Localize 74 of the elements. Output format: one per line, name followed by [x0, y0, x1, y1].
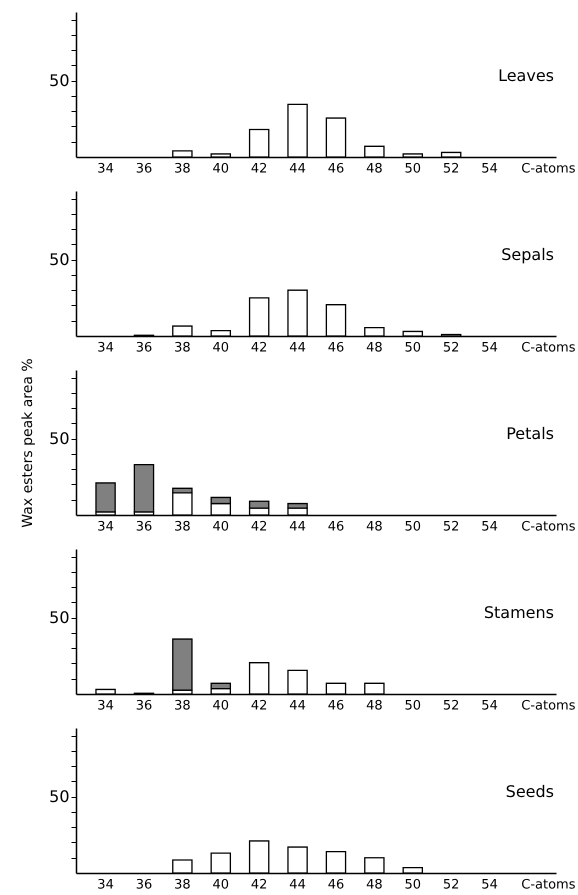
x-tick-label: 50 [404, 698, 422, 714]
text: Seeds [506, 782, 554, 801]
x-tick-label: 40 [212, 162, 230, 176]
x-tick-label: 44 [289, 340, 306, 356]
x-tick-label: 54 [481, 340, 498, 356]
x-tick-label: 44 [289, 520, 306, 534]
x-tick-label: 40 [212, 698, 230, 714]
x-tick-label: 52 [442, 162, 460, 176]
x-tick-label: 48 [366, 698, 383, 714]
x-tick-label: 54 [481, 520, 498, 534]
x-tick-label: 50 [404, 162, 422, 176]
x-tick-label: 40 [212, 520, 230, 534]
x-tick-label: 34 [97, 878, 114, 892]
bar [134, 464, 154, 513]
x-tick-label: 38 [174, 698, 191, 714]
x-tick-label: 38 [174, 162, 191, 176]
x-tick-label: 46 [328, 878, 344, 892]
x-tick-label: 44 [289, 878, 306, 892]
x-tick-label: 38 [174, 520, 191, 534]
y-tick-label: 50 [49, 787, 70, 806]
x-tick-label: 48 [366, 162, 383, 176]
x-tick-label: 50 [404, 340, 422, 356]
x-tick-label: 52 [442, 878, 460, 892]
x-tick-label: 46 [328, 162, 344, 176]
x-tick-label: 36 [136, 162, 152, 176]
x-tick-label: 48 [366, 878, 383, 892]
x-tick-label: 54 [481, 162, 498, 176]
x-tick-label: 42 [250, 162, 268, 176]
x-tick-label: 34 [97, 520, 114, 534]
x-tick-label: 42 [250, 698, 268, 714]
text: Sepals [501, 244, 554, 264]
x-tick-label: 34 [97, 162, 114, 176]
y-axis-title: Wax esters peak area % [20, 358, 36, 528]
x-axis-title: C-atoms [521, 878, 576, 892]
x-tick-label: 36 [136, 698, 152, 714]
x-tick-label: 54 [481, 698, 498, 714]
x-axis-title: C-atoms [521, 520, 576, 534]
x-tick-label: 44 [289, 162, 306, 176]
y-tick-label: 50 [49, 608, 70, 628]
x-axis-title: C-atoms [521, 340, 576, 356]
text: Leaves [498, 66, 554, 85]
x-tick-label: 46 [328, 340, 344, 356]
x-tick-label: 48 [366, 340, 383, 356]
x-tick-label: 36 [136, 340, 152, 356]
x-tick-label: 34 [97, 340, 114, 356]
x-axis-title: C-atoms [521, 162, 576, 176]
x-tick-label: 52 [442, 698, 460, 714]
x-tick-label: 42 [250, 340, 268, 356]
bar [172, 638, 193, 691]
x-tick-label: 48 [366, 520, 383, 534]
x-tick-label: 46 [328, 520, 344, 534]
x-tick-label: 38 [174, 878, 191, 892]
x-tick-label: 40 [212, 340, 230, 356]
x-tick-label: 42 [250, 878, 268, 892]
y-tick-label: 50 [49, 250, 70, 270]
x-tick-label: 34 [97, 698, 114, 714]
x-tick-label: 42 [250, 520, 268, 534]
text: Petals [506, 424, 554, 443]
x-tick-label: 54 [481, 878, 498, 892]
x-tick-label: 38 [174, 340, 191, 356]
x-tick-label: 36 [136, 520, 152, 534]
x-tick-label: 46 [328, 698, 344, 714]
x-tick-label: 40 [212, 878, 230, 892]
x-axis-title: C-atoms [521, 698, 576, 714]
y-tick-label: 50 [49, 71, 70, 90]
x-tick-label: 52 [442, 520, 460, 534]
bar [95, 482, 116, 513]
x-tick-label: 44 [289, 698, 306, 714]
x-tick-label: 52 [442, 340, 460, 356]
x-tick-label: 36 [136, 878, 152, 892]
text: Stamens [484, 602, 554, 622]
y-tick-label: 50 [49, 429, 70, 448]
x-tick-label: 50 [404, 878, 422, 892]
x-tick-label: 50 [404, 520, 422, 534]
